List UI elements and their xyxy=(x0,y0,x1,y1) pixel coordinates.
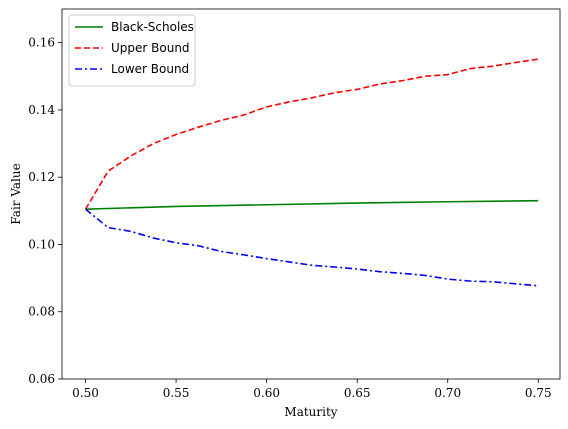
y-axis-label: Fair Value xyxy=(9,163,23,224)
x-axis: 0.50 0.55 0.60 0.65 0.70 0.75 xyxy=(72,379,552,400)
x-tick-label: 0.75 xyxy=(525,386,552,400)
legend: Black-Scholes Upper Bound Lower Bound xyxy=(68,14,196,87)
y-axis: 0.06 0.08 0.10 0.12 0.14 0.16 xyxy=(28,36,62,386)
y-tick-label: 0.16 xyxy=(28,36,55,50)
y-tick-label: 0.14 xyxy=(28,103,55,117)
x-tick-label: 0.60 xyxy=(253,386,280,400)
y-tick-label: 0.12 xyxy=(28,170,55,184)
y-tick-label: 0.06 xyxy=(28,372,55,386)
y-tick-label: 0.10 xyxy=(28,237,55,251)
series-layer xyxy=(84,58,539,287)
plot-frame xyxy=(61,8,561,380)
series-line-lower-bound xyxy=(85,208,539,287)
legend-entry-label: Lower Bound xyxy=(111,62,189,76)
x-tick-label: 0.55 xyxy=(163,386,190,400)
legend-entry-label: Black-Scholes xyxy=(111,20,194,34)
legend-entry-label: Upper Bound xyxy=(111,41,190,55)
x-tick-label: 0.65 xyxy=(344,386,371,400)
x-tick-label: 0.50 xyxy=(72,386,99,400)
x-axis-label: Maturity xyxy=(284,405,337,419)
series-line-upper-bound xyxy=(84,58,539,210)
y-tick-label: 0.08 xyxy=(28,305,55,319)
series-line-black-scholes xyxy=(85,199,539,210)
x-tick-label: 0.70 xyxy=(434,386,461,400)
